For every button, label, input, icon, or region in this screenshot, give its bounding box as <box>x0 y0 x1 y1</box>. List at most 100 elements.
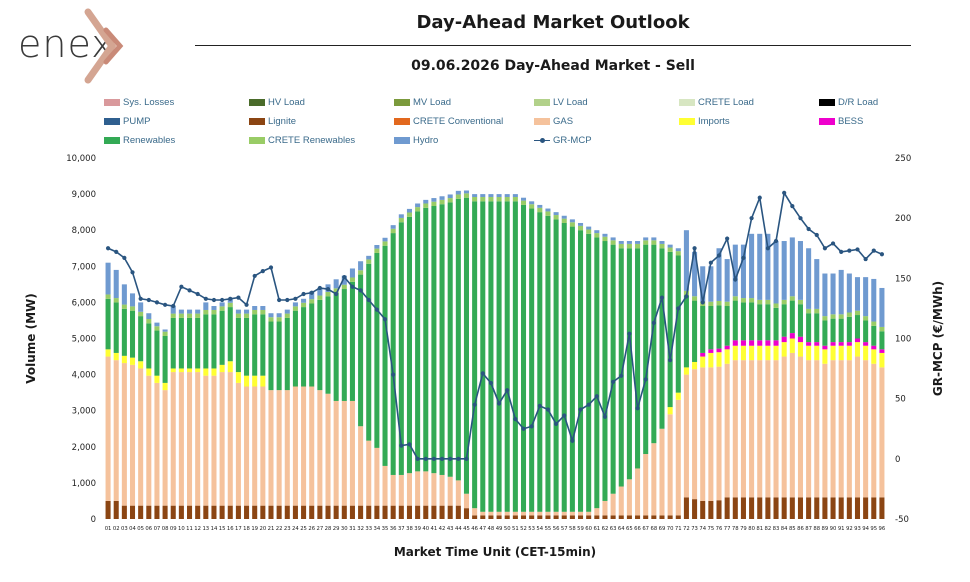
bar-segment-crete-renewables <box>268 317 274 322</box>
bar-segment-renewables <box>463 197 470 494</box>
bar-segment-renewables <box>129 310 136 358</box>
bar-segment-hydro <box>700 266 706 302</box>
bar-segment-lignite <box>871 497 877 519</box>
bar-segment-lignite <box>610 515 616 519</box>
bar-segment-lignite <box>170 505 176 519</box>
bar-segment-bess <box>846 342 852 346</box>
bar-segment-imports <box>740 345 746 361</box>
bar-segment-gas <box>578 511 584 516</box>
bar-segment-bess <box>765 340 771 346</box>
y2-tick-label: 100 <box>895 335 911 345</box>
bar-segment-hydro <box>309 291 315 300</box>
legend-swatch <box>394 117 410 125</box>
bar-segment-hydro <box>374 245 380 249</box>
bar-segment-hydro <box>472 194 478 197</box>
bar-segment-gas <box>195 372 201 506</box>
bar-segment-lignite <box>838 497 844 519</box>
bar-segment-imports <box>195 368 201 373</box>
bar-segment-gas <box>187 372 193 506</box>
bar-segment-renewables <box>838 318 844 343</box>
bar-segment-imports <box>129 357 136 365</box>
bar-segment-renewables <box>423 207 429 472</box>
bar-segment-crete-renewables <box>667 247 673 252</box>
bar-segment-hydro <box>284 309 290 314</box>
y-tick-label: 0 <box>91 515 96 525</box>
bar-segment-gas <box>675 399 681 516</box>
x-tick-label: 42 <box>439 526 446 532</box>
bar-segment-crete-renewables <box>447 198 453 203</box>
bar-segment-crete-renewables <box>863 316 869 321</box>
bar-segment-lignite <box>211 505 217 519</box>
bar-segment-imports <box>806 345 812 361</box>
bar-segment-crete-renewables <box>504 196 510 202</box>
bar-segment-renewables <box>178 317 184 369</box>
mcp-point <box>839 249 844 254</box>
mcp-point <box>716 253 722 258</box>
bar-segment-gas <box>349 400 355 506</box>
x-tick-label: 58 <box>569 526 576 532</box>
page-title: Day-Ahead Market Outlook <box>416 12 690 33</box>
bar-segment-crete-renewables <box>854 310 861 316</box>
mcp-point <box>252 273 257 279</box>
legend-label: CRETE Renewables <box>268 135 356 146</box>
bar-segment-gas <box>447 476 453 506</box>
bar-segment-bess <box>740 340 746 346</box>
bar-segment-lignite <box>520 515 527 519</box>
x-tick-label: 68 <box>650 526 657 532</box>
x-tick-label: 35 <box>382 526 389 532</box>
bar-segment-crete-renewables <box>773 303 779 308</box>
bar-segment-gas <box>455 480 461 506</box>
bar-segment-gas <box>602 500 608 516</box>
bar-segment-renewables <box>854 315 861 339</box>
y-axis-label: Volume (MW) <box>24 293 38 384</box>
y-tick-label: 5,000 <box>72 335 96 345</box>
legend-item-sys-losses: Sys. Losses <box>104 96 174 110</box>
bar-segment-hydro <box>301 298 307 303</box>
bar-segment-renewables <box>162 335 168 383</box>
bar-segment-gas <box>635 468 641 516</box>
mcp-point <box>684 294 689 299</box>
legend-label: Renewables <box>123 135 176 146</box>
bar-segment-crete-renewables <box>569 222 575 227</box>
logo-chevron-0 <box>84 8 117 84</box>
bar-segment-gas <box>121 363 127 506</box>
x-tick-label: 82 <box>765 526 772 532</box>
bar-segment-hydro <box>789 237 795 297</box>
x-tick-label: 60 <box>585 526 592 532</box>
mcp-point <box>317 285 322 291</box>
bar-segment-imports <box>683 367 689 375</box>
x-tick-label: 77 <box>724 526 731 532</box>
bar-segment-gas <box>740 360 746 498</box>
legend-swatch <box>534 98 550 106</box>
bar-segment-renewables <box>806 313 812 343</box>
bar-segment-hydro <box>651 237 657 241</box>
bar-segment-lignite <box>447 505 453 519</box>
bar-segment-gas <box>504 511 510 516</box>
bar-segment-lignite <box>178 505 184 519</box>
bar-segment-crete-renewables <box>252 309 258 315</box>
x-tick-label: 25 <box>300 526 307 532</box>
bar-segment-renewables <box>643 244 649 455</box>
bar-segment-crete-renewables <box>602 236 608 242</box>
bar-segment-gas <box>227 372 233 506</box>
bar-segment-imports <box>667 407 673 415</box>
x-tick-label: 64 <box>618 526 625 532</box>
bar-segment-gas <box>129 364 136 506</box>
bar-segment-renewables <box>512 201 518 512</box>
bar-segment-lignite <box>423 505 429 519</box>
bar-segment-gas <box>838 360 844 498</box>
y2-axis-label: GR-MCP (€/MWh) <box>931 281 945 396</box>
bar-segment-imports <box>113 352 119 361</box>
bar-segment-renewables <box>203 314 209 369</box>
bar-segment-gas <box>333 400 339 506</box>
bar-segment-hydro <box>211 306 217 310</box>
legend-label: GAS <box>553 116 574 127</box>
bar-segment-crete-renewables <box>235 313 241 318</box>
bar-segment-crete-renewables <box>537 207 543 213</box>
bar-segment-gas <box>406 473 412 506</box>
x-tick-label: 04 <box>129 526 136 532</box>
x-tick-label: 88 <box>813 526 820 532</box>
bar-segment-hydro <box>683 230 689 291</box>
bar-segment-lignite <box>797 497 803 519</box>
x-tick-label: 62 <box>602 526 609 532</box>
